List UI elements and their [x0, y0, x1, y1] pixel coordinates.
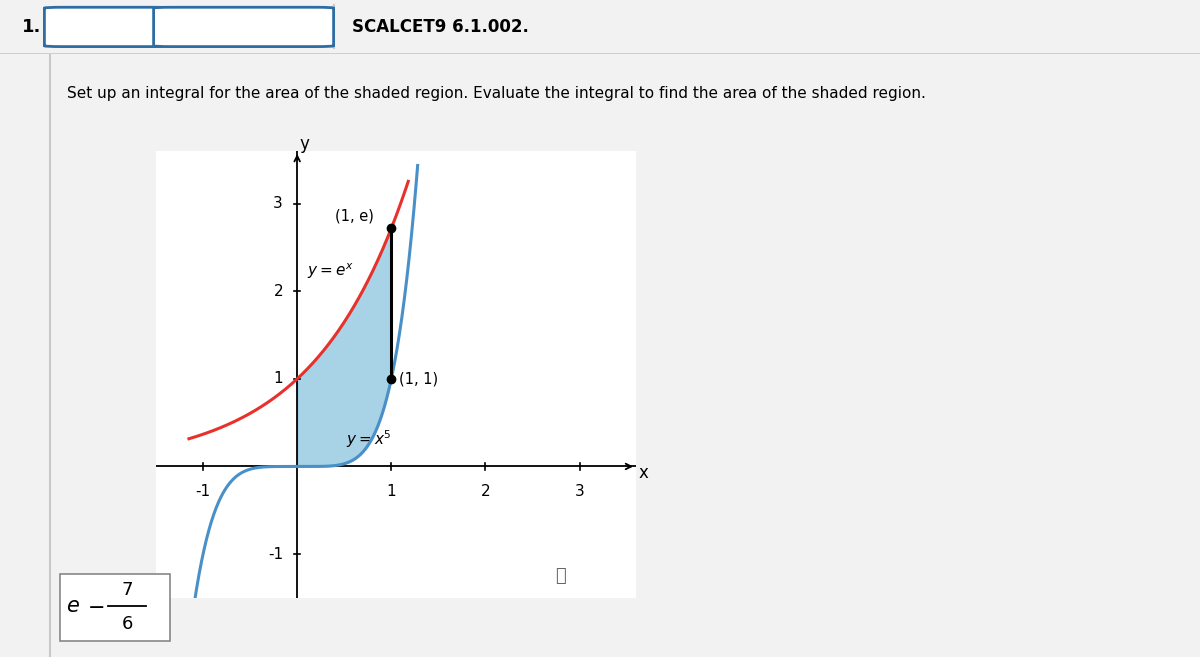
- Text: (1, e): (1, e): [336, 209, 374, 224]
- Text: 1: 1: [386, 484, 396, 499]
- Text: ⓘ: ⓘ: [556, 567, 566, 585]
- Text: Set up an integral for the area of the shaded region. Evaluate the integral to f: Set up an integral for the area of the s…: [67, 85, 926, 101]
- Text: 1.: 1.: [22, 18, 41, 36]
- Text: -1: -1: [268, 547, 283, 562]
- Text: x: x: [638, 464, 648, 482]
- FancyBboxPatch shape: [154, 7, 334, 47]
- Text: $y = x^5$: $y = x^5$: [346, 429, 391, 451]
- Text: y: y: [300, 135, 310, 153]
- Text: $y = e^x$: $y = e^x$: [306, 261, 353, 281]
- FancyBboxPatch shape: [44, 7, 170, 47]
- FancyBboxPatch shape: [60, 574, 170, 641]
- Text: -1: -1: [196, 484, 211, 499]
- Text: DETAILS: DETAILS: [76, 20, 139, 34]
- Text: PREVIOUS ANSWERS: PREVIOUS ANSWERS: [162, 20, 325, 34]
- Text: $-$: $-$: [88, 597, 104, 616]
- Text: 2: 2: [274, 284, 283, 299]
- Text: (1, 1): (1, 1): [398, 371, 438, 386]
- Text: 2: 2: [480, 484, 491, 499]
- Text: 1: 1: [274, 371, 283, 386]
- Text: 3: 3: [274, 196, 283, 211]
- Text: 3: 3: [575, 484, 584, 499]
- Text: $7$: $7$: [121, 581, 133, 599]
- Text: $6$: $6$: [121, 615, 133, 633]
- Text: $e$: $e$: [66, 597, 80, 616]
- Text: SCALCET9 6.1.002.: SCALCET9 6.1.002.: [352, 18, 528, 36]
